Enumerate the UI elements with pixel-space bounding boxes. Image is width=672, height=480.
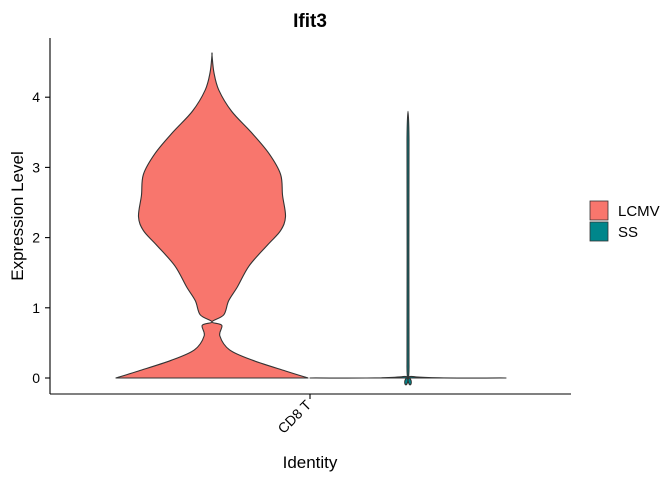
violin-lcmv [115,52,309,379]
violins [115,52,507,386]
y-tick-label: 4 [32,89,40,105]
y-ticks: 0 1 2 3 4 [32,89,50,386]
legend-key-lcmv [589,200,609,221]
y-tick-label: 2 [32,230,40,246]
legend-label-ss: SS [618,224,638,241]
violin-ss [309,111,507,386]
x-axis-title: Identity [283,453,338,472]
y-axis-title: Expression Level [8,151,27,280]
y-tick-label: 3 [32,159,40,175]
chart-title: Ifit3 [293,11,327,32]
y-tick-label: 0 [32,370,40,386]
legend: LCMV SS [589,200,660,242]
legend-key-ss [589,221,609,242]
y-tick-label: 1 [32,300,40,316]
x-tick-label: CD8 T [274,396,314,436]
legend-label-lcmv: LCMV [618,203,660,220]
